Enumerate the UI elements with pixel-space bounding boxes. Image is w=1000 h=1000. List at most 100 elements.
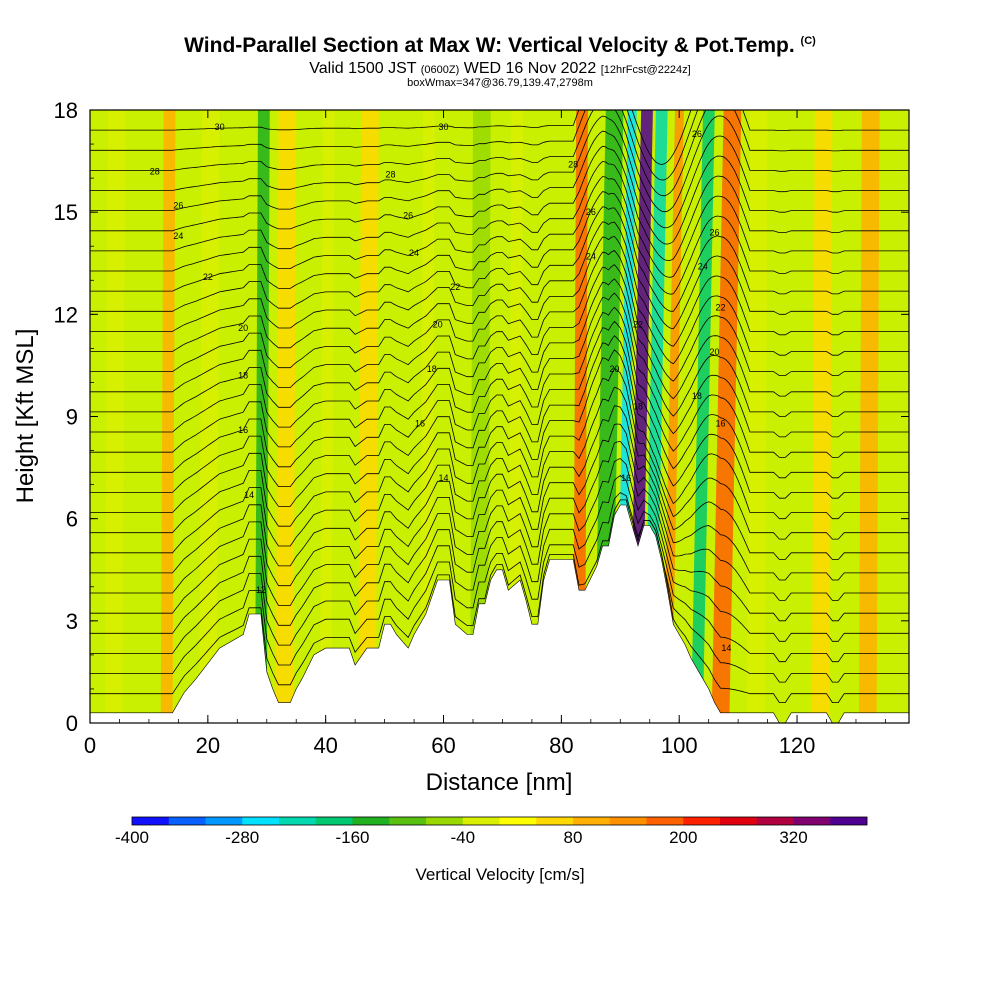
- contour-label: 18: [633, 401, 643, 411]
- y-axis-label: Height [Kft MSL]: [12, 329, 39, 504]
- colorbar-swatch: [279, 817, 317, 825]
- colorbar-swatch: [756, 817, 794, 825]
- contour-label: 26: [403, 211, 413, 221]
- contour-label: 28: [150, 166, 160, 176]
- colorbar-tick-label: -400: [115, 828, 149, 847]
- colorbar-frame: [131, 816, 868, 826]
- theta-contour-line: [90, 130, 909, 245]
- contour-label: 18: [238, 371, 248, 381]
- contour-label: 28: [568, 159, 578, 169]
- theta-contour-line: [90, 145, 909, 261]
- colorbar-swatch: [132, 817, 170, 825]
- x-tick-label: 120: [779, 733, 816, 758]
- velocity-band: [746, 110, 768, 723]
- theta-contour-line: [90, 115, 909, 229]
- contour-label: 14: [244, 490, 254, 500]
- theta-contour-line: [90, 405, 909, 581]
- y-tick-label: 18: [54, 98, 78, 123]
- colorbar-swatch: [389, 817, 427, 825]
- colorbar-swatch: [352, 817, 390, 825]
- colorbar-swatch: [646, 817, 684, 825]
- theta-contour-line: [90, 499, 909, 703]
- velocity-band: [470, 110, 491, 723]
- contour-label: 26: [173, 200, 183, 210]
- theta-contour-line: [90, 386, 909, 560]
- contour-label: 16: [415, 418, 425, 428]
- colorbar-tick-label: -280: [225, 828, 259, 847]
- theta-contour-line: [90, 206, 909, 330]
- contour-label: 30: [439, 122, 449, 132]
- y-tick-label: 0: [66, 711, 78, 736]
- theta-contour-line: [90, 475, 909, 663]
- copyright-mark: (C): [800, 35, 816, 47]
- velocity-band: [358, 110, 379, 723]
- velocity-band: [104, 110, 126, 723]
- theta-contour-line: [90, 423, 909, 601]
- colorbar-tick-label: 320: [779, 828, 807, 847]
- velocity-band: [858, 110, 880, 723]
- velocity-band: [199, 110, 220, 723]
- theta-contour-line: [90, 110, 909, 181]
- contour-label: 16: [238, 425, 248, 435]
- colorbar-swatch: [168, 817, 206, 825]
- x-tick-label: 20: [196, 733, 220, 758]
- theta-contour-line: [90, 221, 909, 347]
- contour-label: 12: [256, 585, 266, 595]
- colorbar-swatch: [573, 817, 611, 825]
- theta-contour-line: [90, 278, 909, 417]
- contour-label: 20: [609, 364, 619, 374]
- contour-label: 18: [692, 391, 702, 401]
- contour-label: 26: [586, 207, 596, 217]
- y-tick-label: 9: [66, 405, 78, 430]
- colorbar-tick-label: -160: [335, 828, 369, 847]
- theta-contour-line: [90, 235, 909, 365]
- velocity-band: [690, 110, 715, 723]
- velocity-band: [254, 110, 270, 723]
- theta-contour-line: [90, 249, 909, 382]
- axes: 0 20 40 60 80 100 120 0 3 6 9 12 15 18: [54, 98, 909, 758]
- chart-title: Wind-Parallel Section at Max W: Vertical…: [0, 34, 1000, 58]
- contour-label: 18: [427, 364, 437, 374]
- valid-time: Valid 1500 JST: [309, 60, 417, 77]
- x-tick-label: 100: [661, 733, 698, 758]
- velocity-band: [573, 110, 588, 723]
- velocity-band: [508, 110, 524, 723]
- colorbar-swatch: [462, 817, 500, 825]
- colorbar-swatch: [242, 817, 280, 825]
- colorbar-tick-label: 80: [564, 828, 583, 847]
- contour-label: 24: [173, 231, 183, 241]
- velocity-band: [811, 110, 833, 723]
- terrain-profile: [90, 504, 909, 723]
- contour-label: 30: [215, 122, 225, 132]
- y-tick-label: 3: [66, 609, 78, 634]
- theta-contour-line: [90, 440, 909, 622]
- theta-contour-line: [90, 349, 909, 520]
- x-axis-label: Distance [nm]: [426, 769, 573, 796]
- theta-contour-line: [90, 292, 909, 438]
- contour-label: 20: [238, 323, 248, 333]
- theta-contour-line: [90, 320, 909, 479]
- theta-contour-line: [90, 110, 909, 197]
- valid-date: WED 16 Nov 2022: [463, 60, 597, 77]
- contour-label: 22: [203, 272, 213, 282]
- colorbar: -400 -280 -160 -40 80 200 320: [115, 816, 868, 847]
- chart-title-text: Wind-Parallel Section at Max W: Vertical…: [184, 34, 795, 57]
- contour-label: 24: [409, 248, 419, 258]
- contour-label: 20: [710, 347, 720, 357]
- colorbar-swatch: [683, 817, 721, 825]
- y-tick-label: 15: [54, 200, 78, 225]
- theta-contour-line: [90, 191, 909, 312]
- colorbar-swatch: [315, 817, 353, 825]
- contour-label: 16: [715, 418, 725, 428]
- velocity-band: [319, 110, 335, 723]
- forecast-run: [12hrFcst@2224z]: [600, 64, 691, 76]
- contour-label: 26: [710, 228, 720, 238]
- chart-subtitle: Valid 1500 JST (0600Z) WED 16 Nov 2022 […: [0, 60, 1000, 78]
- terrain: [90, 504, 909, 723]
- colorbar-swatch: [720, 817, 758, 825]
- theta-contour-line: [90, 335, 909, 499]
- contour-label: 24: [586, 251, 596, 261]
- x-tick-label: 0: [84, 733, 96, 758]
- velocity-band: [275, 110, 297, 723]
